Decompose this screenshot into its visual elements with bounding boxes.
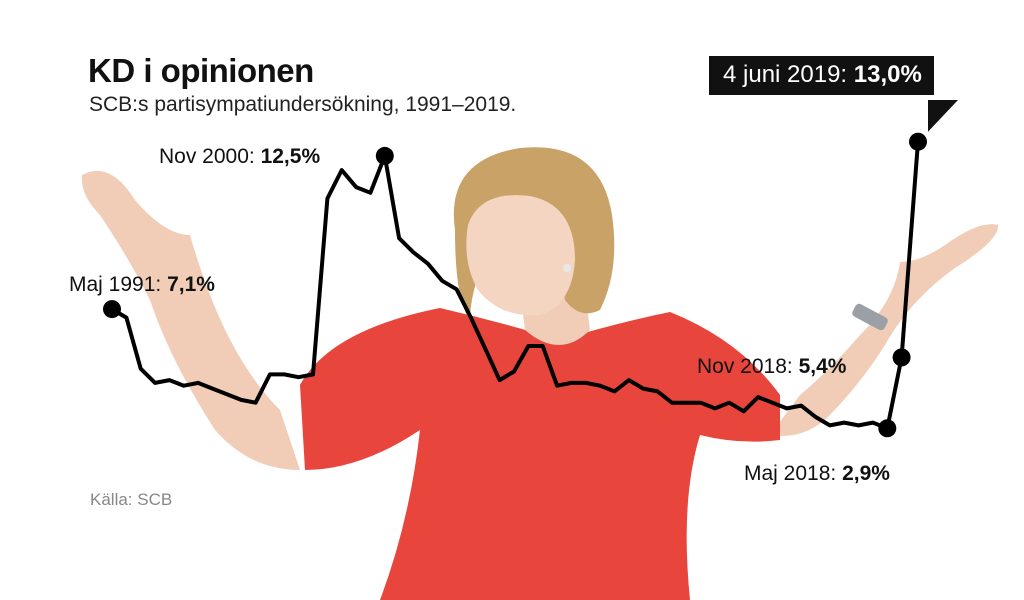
face <box>466 195 575 316</box>
annotation-date: Nov 2000: <box>159 145 255 168</box>
annotation-value: 7,1% <box>167 273 215 296</box>
left-arm <box>81 170 301 470</box>
chart-title: KD i opinionen <box>88 52 314 89</box>
annotation-value: 13,0% <box>853 61 922 88</box>
right-arm <box>770 224 999 436</box>
annotation-date: Nov 2018: <box>697 355 793 378</box>
chart-subtitle: SCB:s partisympatiundersökning, 1991–201… <box>89 93 517 116</box>
annotation-value: 12,5% <box>260 145 321 168</box>
annotation-value: 2,9% <box>842 462 890 485</box>
series-line <box>110 139 920 431</box>
annotation-nov-2000: Nov 2000: 12,5% <box>159 145 320 169</box>
annotation-value: 5,4% <box>798 355 847 378</box>
annotation-may-2018: Maj 2018: 2,9% <box>744 462 890 486</box>
red-dress <box>300 308 780 600</box>
annotation-date: 4 juni 2019: <box>723 61 848 88</box>
earring <box>563 264 571 272</box>
hair <box>453 147 615 320</box>
annotation-may-1991: Maj 1991: 7,1% <box>69 273 215 297</box>
data-point-marker <box>909 132 927 151</box>
line-series <box>103 100 958 438</box>
annotation-date: Maj 1991: <box>69 273 162 296</box>
woman-red-dress-photo <box>81 147 999 600</box>
source-note: Källa: SCB <box>90 490 173 509</box>
annotation-june-2019-callout: 4 juni 2019: 13,0% <box>709 56 934 95</box>
annotation-date: Maj 2018: <box>744 462 837 485</box>
watch <box>852 303 888 331</box>
callout-pointer <box>928 100 958 132</box>
data-point-marker <box>878 419 897 438</box>
data-point-marker <box>375 146 394 165</box>
data-point-marker <box>103 300 121 319</box>
annotation-nov-2018: Nov 2018: 5,4% <box>697 355 846 379</box>
data-point-marker <box>892 348 911 367</box>
